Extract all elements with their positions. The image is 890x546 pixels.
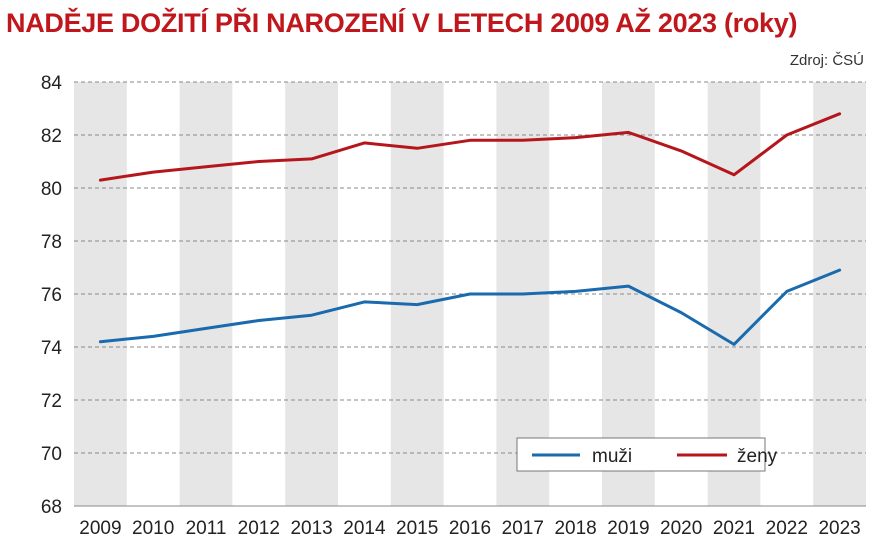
data-point-muzi-2018 — [574, 289, 578, 293]
x-tick-label: 2015 — [396, 518, 438, 539]
series-line-zeny — [98, 112, 842, 182]
data-point-muzi-2019 — [626, 284, 630, 288]
data-point-muzi-2017 — [521, 292, 525, 296]
data-point-zeny-2021 — [732, 173, 736, 177]
y-tick-label: 68 — [41, 497, 62, 518]
data-point-zeny-2019 — [626, 130, 630, 134]
data-point-zeny-2014 — [362, 141, 366, 145]
y-tick-label: 82 — [41, 126, 62, 147]
y-tick-label: 84 — [41, 73, 63, 94]
x-tick-label: 2022 — [766, 518, 808, 539]
data-point-muzi-2021 — [732, 342, 736, 346]
data-point-zeny-2015 — [415, 146, 419, 150]
legend-label-muzi: muži — [592, 446, 632, 467]
data-point-muzi-2012 — [257, 319, 261, 323]
x-tick-label: 2021 — [713, 518, 755, 539]
x-tick-label: 2019 — [607, 518, 649, 539]
data-point-muzi-2016 — [468, 292, 472, 296]
data-point-zeny-2018 — [574, 136, 578, 140]
data-point-muzi-2023 — [838, 268, 842, 272]
x-axis-tick-labels: 2009 2010 2011 2012 2013 2014 2015 2016 2017 2018… — [79, 518, 860, 539]
data-point-zeny-2012 — [257, 160, 261, 164]
legend-label-zeny: ženy — [737, 446, 778, 467]
data-point-zeny-2009 — [98, 178, 102, 182]
y-axis-tick-labels: 68 70 72 74 76 78 80 82 84 — [41, 73, 63, 518]
data-point-zeny-2020 — [679, 149, 683, 153]
series-lines — [98, 112, 842, 346]
x-tick-label: 2010 — [132, 518, 174, 539]
x-tick-label: 2009 — [79, 518, 121, 539]
legend: muži ženy — [516, 437, 778, 472]
y-tick-label: 76 — [41, 285, 62, 306]
data-point-muzi-2009 — [98, 340, 102, 344]
y-tick-label: 80 — [41, 179, 62, 200]
data-point-muzi-2015 — [415, 303, 419, 307]
data-point-muzi-2020 — [679, 311, 683, 315]
x-tick-label: 2023 — [818, 518, 860, 539]
x-tick-label: 2016 — [449, 518, 491, 539]
data-point-zeny-2016 — [468, 138, 472, 142]
data-point-zeny-2013 — [310, 157, 314, 161]
x-tick-label: 2012 — [238, 518, 280, 539]
data-point-muzi-2010 — [151, 334, 155, 338]
y-tick-label: 72 — [41, 391, 62, 412]
x-tick-label: 2014 — [343, 518, 386, 539]
data-point-muzi-2011 — [204, 326, 208, 330]
y-tick-label: 70 — [41, 444, 62, 465]
chart-title: NADĚJE DOŽITÍ PŘI NAROZENÍ V LETECH 2009… — [6, 8, 798, 38]
x-tick-label: 2013 — [290, 518, 332, 539]
x-tick-label: 2011 — [186, 518, 227, 539]
x-tick-label: 2020 — [660, 518, 702, 539]
series-line-muzi — [98, 268, 842, 346]
source-note: Zdroj: ČSÚ — [789, 52, 864, 69]
data-point-muzi-2022 — [785, 289, 789, 293]
data-point-zeny-2023 — [838, 112, 842, 116]
data-point-zeny-2010 — [151, 170, 155, 174]
y-tick-label: 74 — [41, 338, 63, 359]
data-point-muzi-2014 — [362, 300, 366, 304]
data-point-zeny-2017 — [521, 138, 525, 142]
data-point-zeny-2022 — [785, 133, 789, 137]
y-tick-label: 78 — [41, 232, 62, 253]
data-point-muzi-2013 — [310, 313, 314, 317]
x-tick-label: 2018 — [554, 518, 596, 539]
x-tick-label: 2017 — [502, 518, 544, 539]
data-point-zeny-2011 — [204, 165, 208, 169]
